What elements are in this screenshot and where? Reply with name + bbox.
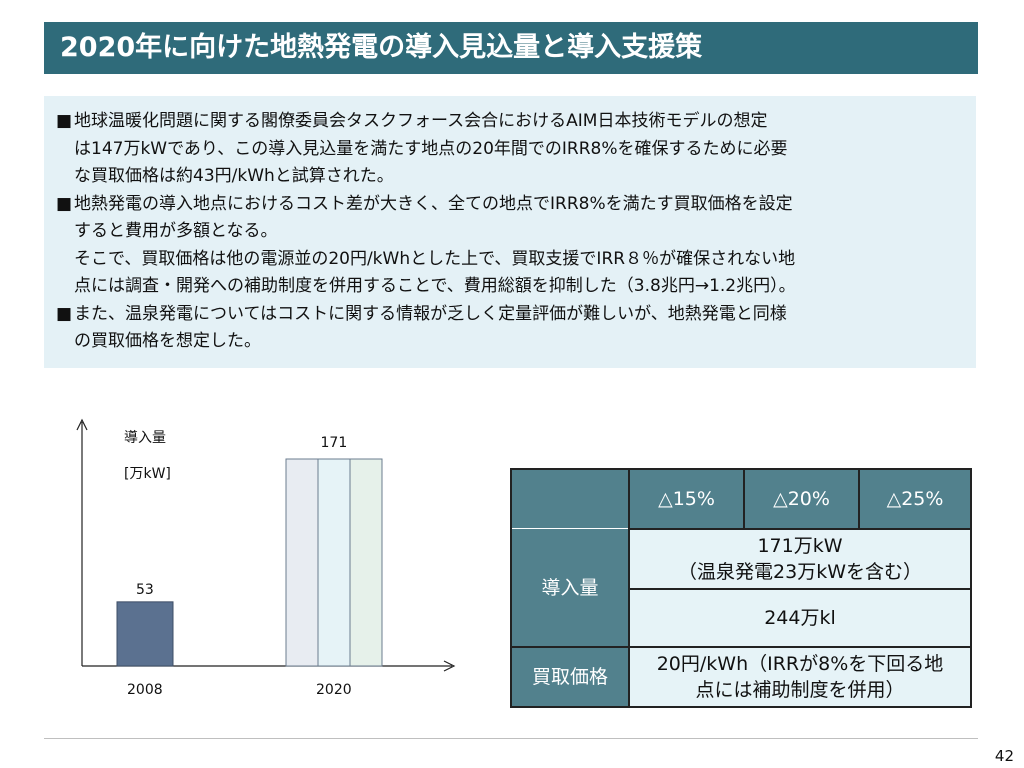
bullet-item: ■ 地熱発電の導入地点におけるコスト差が大きく、全ての地点でIRR8%を満たす買… — [56, 191, 966, 301]
purchase-price-line: 20円/kWh（IRRが8%を下回る地 — [656, 653, 944, 675]
row-label-purchase-price: 買取価格 — [512, 646, 628, 706]
x-tick-2020: 2020 — [316, 682, 352, 698]
bullet-square-icon: ■ — [56, 193, 73, 214]
bullet-item: ■ また、温泉発電についてはコストに関する情報が乏しく定量評価が難しいが、地熱発… — [56, 301, 966, 356]
bullet-line: は147万kWであり、この導入見込量を満たす地点の20年間でのIRR8%を確保す… — [74, 138, 788, 159]
table-corner-cell — [512, 470, 628, 528]
data-label-2020: 171 — [320, 435, 348, 451]
footer-divider — [44, 738, 978, 739]
bullet-line: な買取価格は約43円/kWhと試算された。 — [74, 166, 394, 186]
bullet-line: すると費用が多額となる。 — [74, 221, 278, 241]
row-label-introduction: 導入量 — [512, 528, 628, 646]
data-label-2008: 53 — [136, 581, 154, 598]
bullet-box: ■ 地球温暖化問題に関する閣僚委員会タスクフォース会合におけるAIM日本技術モデ… — [44, 96, 976, 368]
bar-2020-segment — [349, 458, 383, 667]
x-tick-2008: 2008 — [127, 682, 163, 698]
y-axis-arrow-icon — [76, 418, 88, 431]
scenario-table: △15% △20% △25% 導入量 171万kW （温泉発電23万kWを含む）… — [510, 468, 972, 708]
bullet-line: 地熱発電の導入地点におけるコスト差が大きく、全ての地点でIRR8%を満たす買取価… — [74, 193, 793, 214]
x-axis-arrow-icon — [443, 660, 456, 672]
purchase-price-line: 点には補助制度を併用） — [695, 679, 905, 701]
introduction-amount-note: （温泉発電23万kWを含む） — [678, 561, 922, 583]
table-header-15: △15% — [628, 470, 743, 528]
y-axis-unit: [万kW] — [124, 466, 171, 482]
introduction-amount-cell: 171万kW （温泉発電23万kWを含む） — [628, 528, 970, 588]
slide-title: 2020年に向けた地熱発電の導入見込量と導入支援策 — [44, 22, 978, 74]
bullet-square-icon: ■ — [56, 111, 73, 131]
bar-2020-segment — [285, 458, 319, 667]
introduction-amount-line: 171万kW — [757, 535, 843, 557]
y-axis-title: 導入量 — [124, 430, 166, 446]
table-header-20: △20% — [743, 470, 858, 528]
bullet-line: また、温泉発電についてはコストに関する情報が乏しく定量評価が難しいが、地熱発電と… — [74, 303, 787, 324]
bullet-line: の買取価格を想定した。 — [74, 331, 261, 351]
bullet-line: 地球温暖化問題に関する閣僚委員会タスクフォース会合におけるAIM日本技術モデルの… — [74, 111, 768, 131]
purchase-price-cell: 20円/kWh（IRRが8%を下回る地 点には補助制度を併用） — [628, 646, 970, 706]
bullet-line: 点には調査・開発への補助制度を併用することで、費用総額を抑制した（3.8兆円→1… — [74, 276, 796, 296]
page-number: 42 — [994, 747, 1014, 765]
bullet-square-icon: ■ — [56, 303, 73, 324]
introduction-oil-equivalent-cell: 244万kl — [628, 588, 970, 646]
bullet-item: ■ 地球温暖化問題に関する閣僚委員会タスクフォース会合におけるAIM日本技術モデ… — [56, 108, 966, 191]
bar-2020 — [285, 458, 383, 667]
bar-2020-segment — [317, 458, 351, 667]
bullet-line: そこで、買取価格は他の電源並の20円/kWhとした上で、買取支援でIRR８％が確… — [74, 248, 796, 269]
table-header-25: △25% — [858, 470, 970, 528]
bar-2008 — [116, 601, 174, 667]
